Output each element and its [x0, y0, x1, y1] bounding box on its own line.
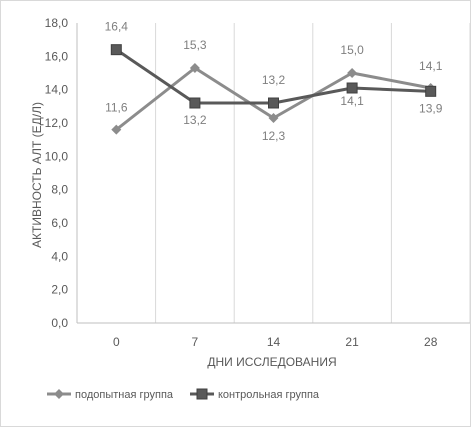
axis-layer: 0,0 2,0 4,0 6,0 8,0 10,0 12,0 14,0 16,0 18,0 0 7 14 2…: [45, 16, 470, 349]
x-tick-label: 7: [192, 335, 199, 349]
y-tick-label: 12,0: [45, 116, 69, 130]
diamond-marker: [347, 68, 358, 78]
series-layer: [110, 44, 437, 135]
y-tick-label: 2,0: [51, 283, 68, 297]
diamond-marker: [189, 63, 200, 73]
x-axis-title: ДНИ ИССЛЕДОВАНИЯ: [207, 355, 336, 369]
legend-item-control: контрольная группа: [190, 388, 320, 401]
x-tick-label: 21: [345, 335, 359, 349]
square-marker: [346, 82, 358, 94]
y-tick-label: 18,0: [45, 16, 69, 30]
grid-layer: [155, 23, 471, 323]
x-tick-label: 28: [424, 335, 438, 349]
diamond-marker: [268, 113, 279, 123]
y-tick-label: 10,0: [45, 149, 69, 163]
experimental-data-label: 14,1: [419, 59, 443, 73]
control-data-label: 13,2: [183, 113, 207, 127]
legend: подопытная группа контрольная группа: [47, 388, 320, 401]
diamond-marker: [111, 124, 122, 135]
square-marker: [425, 85, 437, 97]
diamond-marker: [54, 389, 64, 399]
square-marker: [189, 97, 201, 109]
square-marker: [196, 388, 208, 400]
experimental-data-label: 12,3: [262, 129, 286, 143]
x-tick-label: 0: [113, 335, 120, 349]
data-label-layer: 11,6 15,3 12,3 15,0 14,1 16,4 13,2 13,2 14,1 13,9: [105, 20, 443, 143]
square-marker: [268, 97, 279, 109]
y-tick-label: 14,0: [45, 83, 69, 97]
control-data-label: 13,2: [262, 73, 286, 87]
y-tick-label: 6,0: [51, 216, 68, 230]
y-tick-label: 0,0: [51, 316, 68, 330]
control-data-label: 16,4: [105, 20, 129, 34]
square-marker: [110, 44, 122, 56]
y-tick-label: 16,0: [45, 49, 69, 63]
y-tick-label: 8,0: [51, 183, 68, 197]
experimental-data-label: 15,3: [183, 38, 207, 52]
legend-label: контрольная группа: [218, 389, 320, 401]
legend-label: подопытная группа: [75, 389, 174, 401]
x-tick-label: 14: [267, 335, 281, 349]
control-data-label: 14,1: [340, 94, 364, 108]
control-data-label: 13,9: [419, 101, 443, 115]
legend-item-experimental: подопытная группа: [47, 389, 174, 401]
experimental-data-label: 15,0: [340, 43, 364, 57]
y-tick-label: 4,0: [51, 249, 68, 263]
experimental-data-label: 11,6: [105, 101, 128, 115]
y-axis-title: АКТИВНОСТЬ АЛТ (ЕД/Л): [30, 102, 44, 248]
